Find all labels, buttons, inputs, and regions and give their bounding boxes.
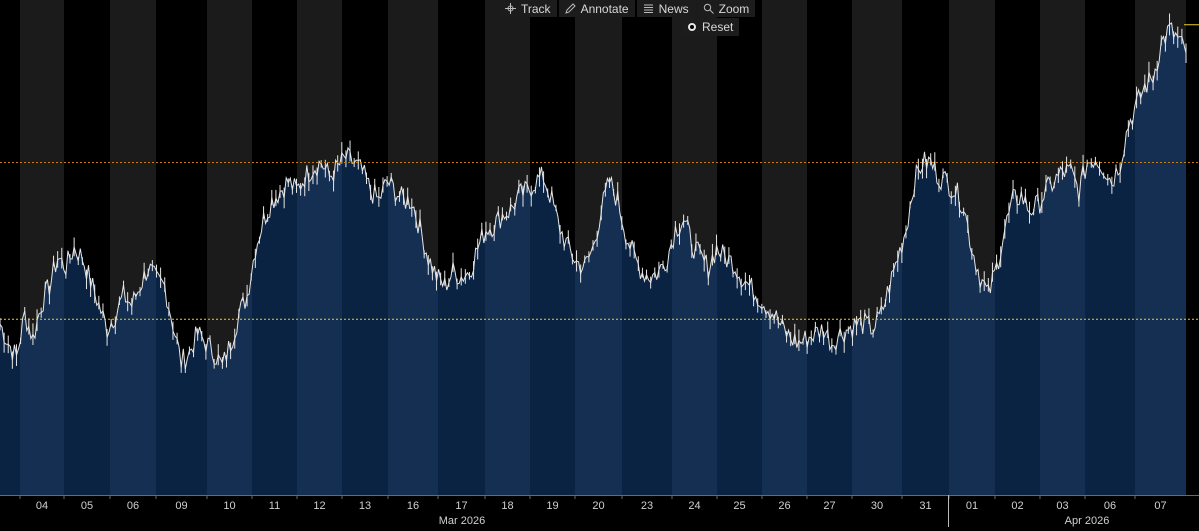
area-segment (672, 220, 717, 495)
news-label: News (658, 1, 689, 16)
x-tick-label: 11 (269, 500, 280, 512)
x-axis: 04 05 06 09 10 11 12 13 16 17 18 19 20 23 24 25 26 27 30 31… (0, 495, 1199, 527)
month-label-apr: Apr 2026 (1065, 515, 1110, 527)
news-button[interactable]: News (636, 0, 695, 17)
reset-label: Reset (702, 20, 734, 34)
area-segment (717, 244, 762, 495)
reset-button[interactable]: Reset (682, 18, 740, 36)
area-segment (622, 223, 672, 495)
month-label-mar: Mar 2026 (439, 515, 485, 527)
x-tick-label: 05 (81, 500, 93, 512)
annotate-label: Annotate (580, 1, 629, 16)
x-tick-label: 03 (1056, 500, 1068, 512)
x-tick-label: 04 (36, 500, 48, 512)
zoom-label: Zoom (718, 1, 750, 16)
area-segment (1040, 164, 1085, 495)
x-tick-label: 01 (966, 500, 978, 512)
zoom-button[interactable]: Zoom (696, 0, 756, 17)
area-segment (0, 324, 20, 495)
x-tick-label: 13 (359, 500, 371, 512)
x-tick-label: 17 (455, 500, 467, 512)
area-segment (1135, 23, 1186, 495)
area-segment (252, 177, 297, 495)
area-segment (762, 306, 807, 495)
radio-icon (688, 23, 696, 31)
x-tick-label: 06 (127, 500, 139, 512)
area-segment (207, 270, 252, 495)
x-tick-label: 19 (546, 500, 558, 512)
x-tick-label: 07 (1154, 500, 1166, 512)
area-segment (110, 264, 156, 495)
area-segment (902, 151, 949, 495)
track-button[interactable]: Track (499, 0, 557, 17)
chart-toolbar: Track Annotate News Zoom (499, 0, 756, 17)
x-tick-label: 02 (1011, 500, 1023, 512)
area-segment (297, 152, 342, 495)
track-label: Track (521, 1, 551, 16)
area-segment (807, 324, 852, 495)
area-segment (156, 270, 207, 495)
area-segment (949, 182, 995, 495)
x-tick-label: 20 (592, 500, 604, 512)
area-segment (485, 181, 530, 495)
x-tick-label: 06 (1104, 500, 1116, 512)
pencil-icon (564, 3, 576, 14)
area-segment (995, 189, 1040, 495)
area-segment (1085, 105, 1135, 495)
area-segment (438, 229, 485, 495)
x-tick-label: 25 (733, 500, 745, 512)
area-segment (20, 258, 64, 495)
x-tick-label: 09 (175, 500, 187, 512)
magnifier-icon (703, 3, 714, 14)
x-tick-label: 31 (919, 500, 931, 512)
x-tick-label: 16 (407, 500, 419, 512)
area-segment (852, 247, 902, 495)
price-line (0, 13, 1187, 373)
news-icon (643, 4, 653, 13)
x-tick-label: 12 (313, 500, 325, 512)
reference-lines (0, 24, 1199, 320)
annotate-button[interactable]: Annotate (558, 0, 635, 17)
area-segment (342, 147, 388, 495)
crosshair-icon (505, 3, 516, 14)
x-tick-label: 24 (688, 500, 700, 512)
x-tick-label: 23 (641, 500, 653, 512)
x-tick-label: 30 (871, 500, 883, 512)
x-tick-label: 10 (223, 500, 235, 512)
x-tick-label: 26 (778, 500, 790, 512)
x-tick-label: 18 (501, 500, 513, 512)
x-tick-label: 27 (823, 500, 835, 512)
area-segment (388, 177, 438, 495)
